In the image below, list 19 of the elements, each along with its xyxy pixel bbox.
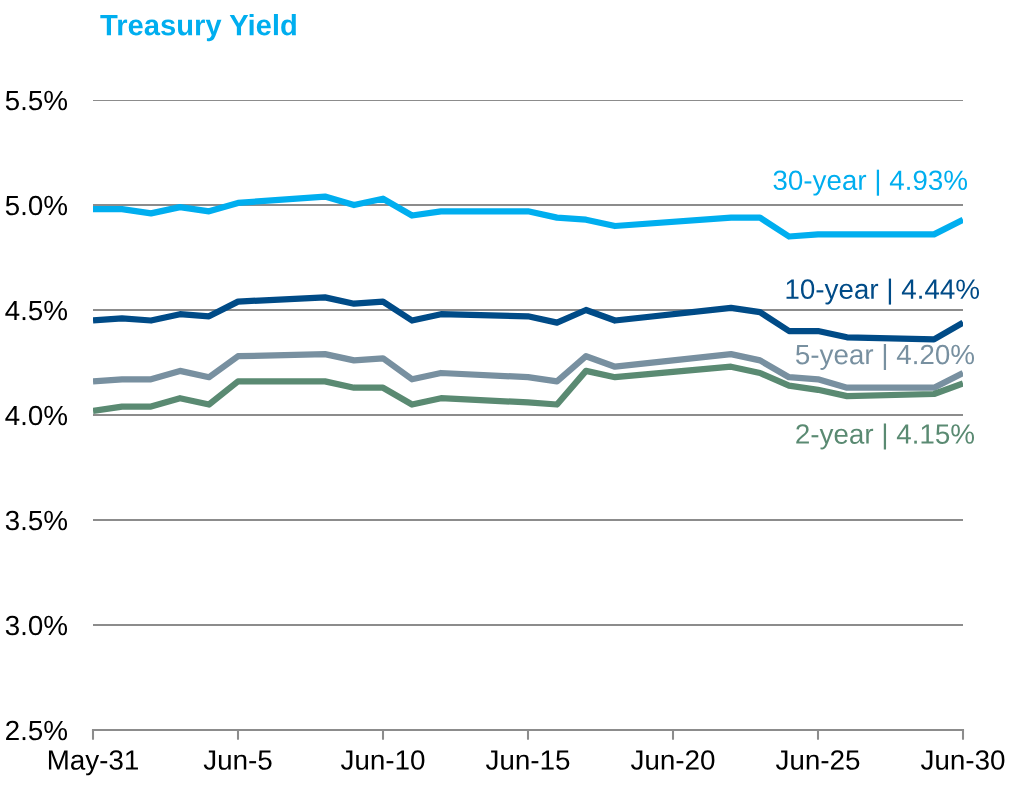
x-tick-label: Jun-15 [485, 750, 570, 770]
x-tick-label: Jun-30 [920, 750, 1005, 770]
x-tick-label: Jun-20 [630, 750, 715, 770]
x-tick-label: Jun-5 [203, 750, 272, 770]
chart-title: Treasury Yield [100, 14, 296, 42]
series-label: 5-year | 4.20% [795, 343, 975, 371]
y-tick-label: 3.0% [5, 615, 68, 636]
y-tick-label: 2.5% [6, 720, 68, 741]
x-tick-label: Jun-25 [775, 750, 860, 770]
series-label: 10-year | 4.44% [786, 278, 980, 305]
y-tick-label: 3.5% [5, 510, 68, 531]
y-tick-label: 5.5% [5, 90, 68, 111]
series-label: 30-year | 4.93% [773, 169, 968, 196]
y-tick-label: 4.5% [5, 300, 68, 321]
series-label: 2-year | 4.15% [796, 423, 975, 450]
x-tick-label: Jun-10 [340, 750, 425, 770]
y-tick-label: 4.0% [5, 405, 68, 426]
y-tick-label: 5.0% [5, 195, 68, 216]
x-tick-label: May-31 [48, 750, 138, 776]
